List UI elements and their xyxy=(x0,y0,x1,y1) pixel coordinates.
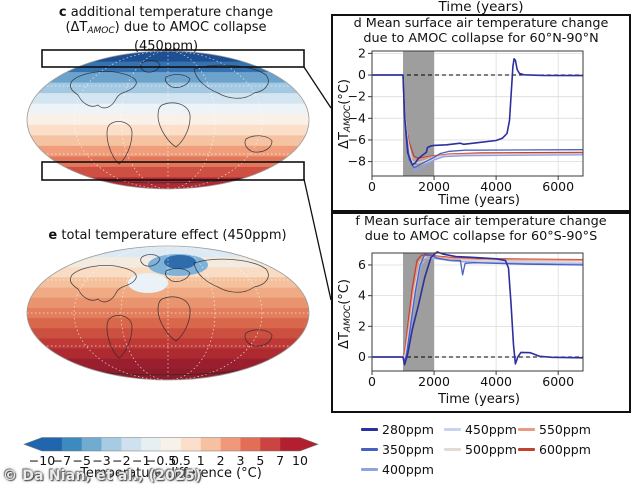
svg-text:0.5: 0.5 xyxy=(171,453,191,468)
legend-swatch xyxy=(444,428,461,431)
panel-d-title: d Mean surface air temperature change du… xyxy=(353,16,609,46)
svg-text:0: 0 xyxy=(368,179,376,194)
svg-text:−6: −6 xyxy=(348,132,366,147)
svg-text:4: 4 xyxy=(358,288,366,303)
svg-text:6000: 6000 xyxy=(542,374,574,389)
svg-text:−1: −1 xyxy=(132,453,150,468)
map-outline xyxy=(26,50,310,190)
panel-d-xlabel: Time (years) xyxy=(438,193,520,208)
north-atlantic-cooling-blob xyxy=(128,254,208,293)
svg-text:−4: −4 xyxy=(348,110,366,125)
svg-text:−2: −2 xyxy=(112,453,130,468)
svg-text:0: 0 xyxy=(358,67,366,82)
panel-d: 0 2000 4000 6000 2 0 −2 −4 −6 −8 d Mean surface a… xyxy=(331,14,631,212)
top-axis-label: Time (years) xyxy=(438,0,524,15)
map-outline xyxy=(26,245,310,381)
panel-f-xlabel: Time (years) xyxy=(438,392,520,407)
svg-text:4000: 4000 xyxy=(480,179,512,194)
legend-swatch xyxy=(361,468,378,471)
panel-d-ylabel: ΔTAMOC(°C) xyxy=(337,79,353,149)
map-total-temperature-effect xyxy=(26,245,310,381)
legend-swatch xyxy=(361,428,378,431)
credit-watermark: © Da Nian, et al., (2025) xyxy=(3,468,202,484)
legend-item: 400ppm xyxy=(361,462,434,477)
svg-text:−5: −5 xyxy=(72,453,90,468)
svg-text:2000: 2000 xyxy=(418,179,450,194)
legend-swatch xyxy=(518,428,535,431)
legend-swatch xyxy=(444,448,461,451)
chart-north-polar-temperature: 0 2000 4000 6000 2 0 −2 −4 −6 −8 xyxy=(348,45,584,194)
svg-text:6000: 6000 xyxy=(542,179,574,194)
colorbar-label: Temperature difference (°C) xyxy=(80,466,262,481)
svg-text:−3: −3 xyxy=(92,453,110,468)
legend-item: 550ppm xyxy=(518,422,591,437)
legend-item: 500ppm xyxy=(444,442,517,457)
svg-text:−0.5: −0.5 xyxy=(146,453,176,468)
legend-swatch xyxy=(518,448,535,451)
svg-text:−10: −10 xyxy=(29,453,55,468)
south-band-highlight-rect xyxy=(41,161,305,181)
svg-text:2000: 2000 xyxy=(418,374,450,389)
temperature-colorbar: −10−7 −5 −3 −2 −1−0.50.5 1 2 3 5 7 10 xyxy=(23,437,319,468)
svg-text:2: 2 xyxy=(358,318,366,333)
svg-text:6: 6 xyxy=(358,257,366,272)
svg-text:7: 7 xyxy=(276,453,284,468)
svg-text:−7: −7 xyxy=(53,453,71,468)
svg-text:3: 3 xyxy=(236,453,244,468)
svg-text:10: 10 xyxy=(292,453,308,468)
panel-f: 0 2000 4000 6000 0 2 4 6 f Mean surface air tem… xyxy=(331,212,631,413)
panel-e-title: e total temperature effect (450ppm) xyxy=(48,228,287,243)
svg-text:5: 5 xyxy=(256,453,264,468)
graticule xyxy=(27,51,309,189)
legend-item: 280ppm xyxy=(361,422,434,437)
legend-item: 450ppm xyxy=(444,422,517,437)
svg-text:2: 2 xyxy=(358,45,366,60)
svg-text:−2: −2 xyxy=(348,89,366,104)
panel-f-title: f Mean surface air temperature change du… xyxy=(355,214,607,244)
chart-south-polar-temperature: 0 2000 4000 6000 0 2 4 6 xyxy=(358,251,584,389)
panel-e-letter: e xyxy=(48,228,58,243)
graticule xyxy=(27,246,309,380)
map-amoc-temperature-change xyxy=(26,49,310,190)
panel-c-title: c additional temperature change (ΔTAMOC)… xyxy=(58,5,274,54)
panel-c-letter: c xyxy=(58,5,67,20)
svg-text:1: 1 xyxy=(197,453,205,468)
panel-f-ylabel: ΔTAMOC(°C) xyxy=(337,279,353,349)
north-band-highlight-rect xyxy=(41,49,305,68)
svg-text:2: 2 xyxy=(217,453,225,468)
legend-item: 350ppm xyxy=(361,442,434,457)
svg-text:0: 0 xyxy=(358,349,366,364)
svg-text:0: 0 xyxy=(368,374,376,389)
svg-text:4000: 4000 xyxy=(480,374,512,389)
legend-item: 600ppm xyxy=(518,442,591,457)
svg-text:−8: −8 xyxy=(348,154,366,169)
legend-swatch xyxy=(361,448,378,451)
